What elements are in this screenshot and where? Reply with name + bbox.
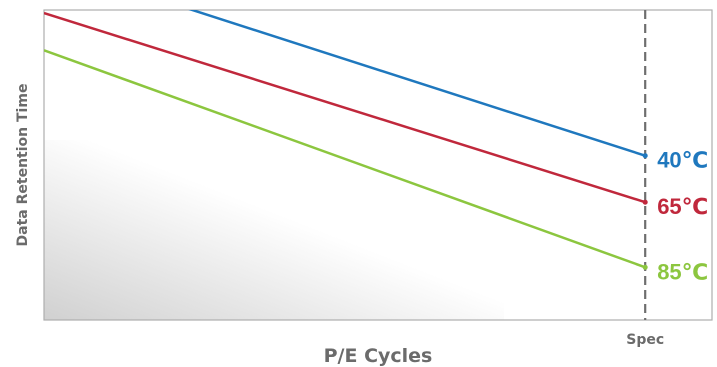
- plot-shading: [44, 140, 504, 320]
- y-axis-label: Data Retention Time: [15, 84, 31, 247]
- series-label-0: 40℃: [657, 148, 708, 173]
- series-line-2: [44, 49, 646, 269]
- chart-overlay: Spec 40℃ 65℃ 85℃: [626, 10, 708, 348]
- series-label-2: 85℃: [657, 259, 708, 284]
- plot-area: [43, 9, 713, 321]
- series-label-1: 65℃: [657, 194, 708, 219]
- plot-frame: [43, 9, 713, 321]
- series-endpoint-0: [642, 153, 648, 159]
- series-lines: [44, 10, 646, 269]
- series-line-0: [188, 10, 646, 157]
- spec-marker-label: Spec: [626, 332, 664, 348]
- series-endpoint-2: [642, 264, 648, 270]
- series-endpoint-1: [642, 199, 648, 205]
- x-axis-label: P/E Cycles: [324, 345, 433, 367]
- series-line-1: [44, 11, 646, 204]
